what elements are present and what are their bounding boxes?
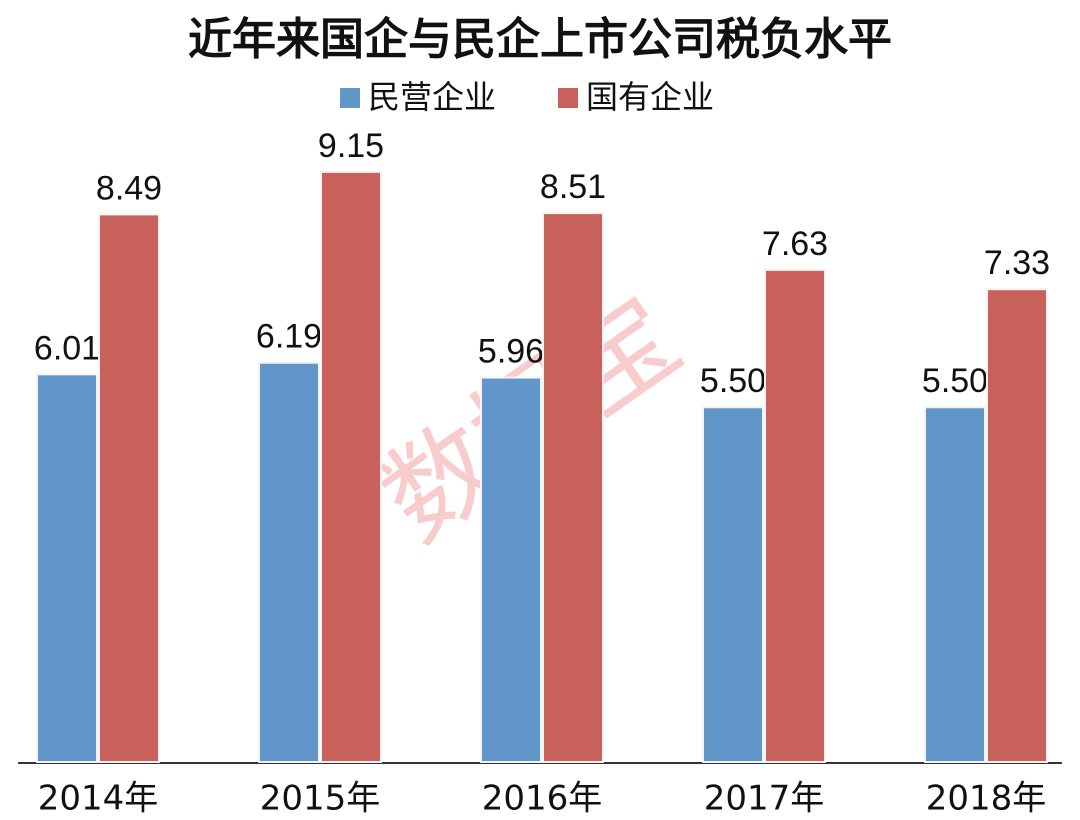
- legend-label: 国有企业: [586, 78, 714, 116]
- legend-label: 民营企业: [368, 78, 496, 116]
- bar: [764, 268, 826, 763]
- value-label: 6.01: [34, 329, 100, 367]
- chart-title: 近年来国企与民企上市公司税负水平: [188, 14, 892, 65]
- value-label: 5.50: [922, 362, 988, 400]
- value-label: 7.33: [984, 244, 1050, 282]
- value-label: 9.15: [318, 127, 384, 165]
- value-label: 8.51: [540, 168, 606, 206]
- value-label: 6.19: [256, 318, 322, 356]
- value-label: 5.50: [700, 362, 766, 400]
- x-tick-label: 2016年: [482, 779, 603, 819]
- bar: [98, 213, 160, 763]
- bar: [320, 170, 382, 763]
- x-tick-label: 2015年: [260, 779, 381, 819]
- value-label: 5.96: [478, 333, 544, 371]
- value-label: 8.49: [96, 169, 162, 207]
- legend-swatch: [340, 88, 360, 108]
- bar: [924, 406, 986, 763]
- bar: [542, 212, 604, 764]
- bar: [36, 373, 98, 763]
- value-label: 7.63: [762, 225, 828, 263]
- bar: [480, 376, 542, 763]
- bar: [986, 288, 1048, 763]
- bar: [258, 361, 320, 763]
- bar: [702, 406, 764, 763]
- legend-swatch: [558, 88, 578, 108]
- x-tick-label: 2014年: [38, 779, 159, 819]
- x-tick-label: 2018年: [926, 779, 1047, 819]
- x-tick-label: 2017年: [704, 779, 825, 819]
